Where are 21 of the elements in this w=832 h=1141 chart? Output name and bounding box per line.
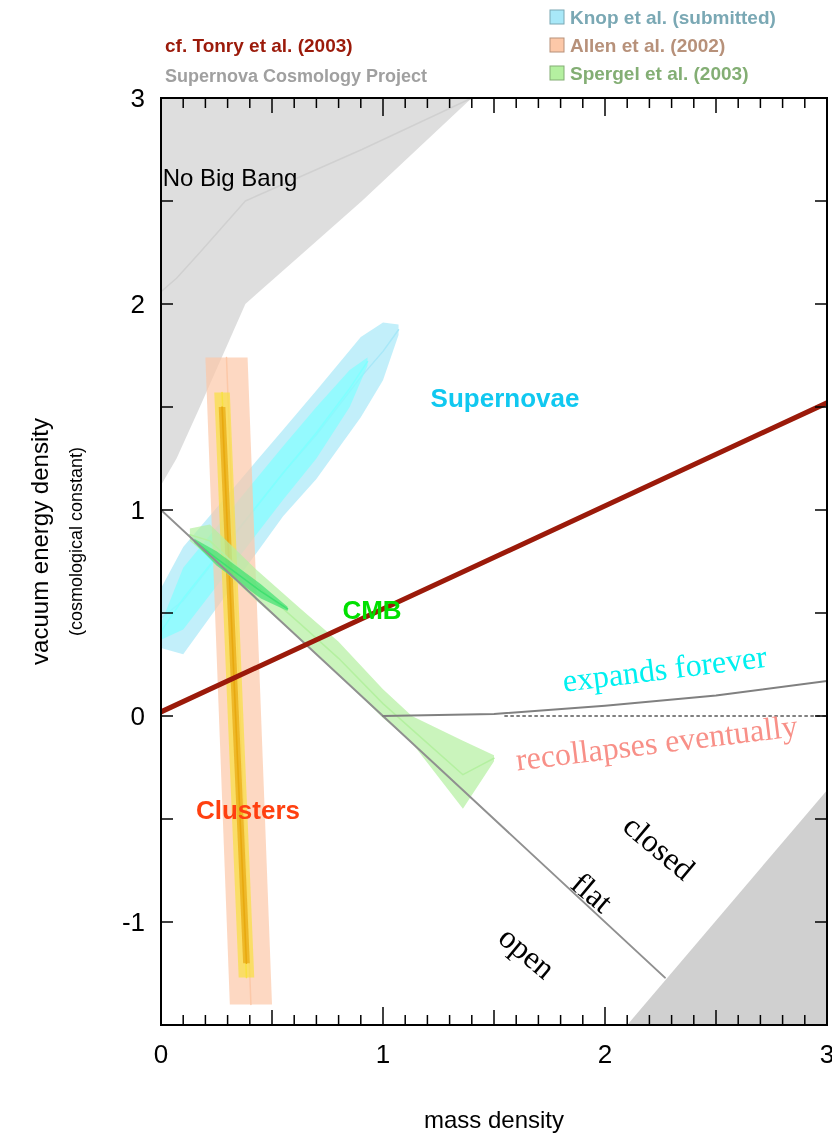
annotation: flat [564,864,621,920]
y-tick-label: -1 [121,907,145,937]
y-tick-label: 3 [130,83,145,113]
legend-label: Knop et al. (submitted) [570,7,776,28]
annotation: No Big Bang [162,164,298,192]
y-axis-title: vacuum energy density (cosmological constant) [26,418,86,665]
legend-label: Allen et al. (2002) [570,35,726,56]
x-tick-label: 0 [153,1039,169,1069]
chart-subtitle: Supernova Cosmology Project [165,66,428,86]
annotation: Supernovae [430,382,580,413]
x-axis-title: mass density [423,1106,565,1133]
y-tick-label: 1 [130,495,145,525]
annotation: expands forever [560,637,769,699]
legend-label: Spergel et al. (2003) [570,63,749,84]
y-tick-label: 2 [130,289,145,319]
text: cf. Tonry et al. (2003) [165,35,353,56]
x-tick-label: 2 [597,1039,613,1069]
x-tick-label: 1 [375,1039,391,1069]
y-tick-label: 0 [130,701,145,731]
annotation: recollapses eventually [513,707,800,778]
annotation: open [491,918,563,986]
